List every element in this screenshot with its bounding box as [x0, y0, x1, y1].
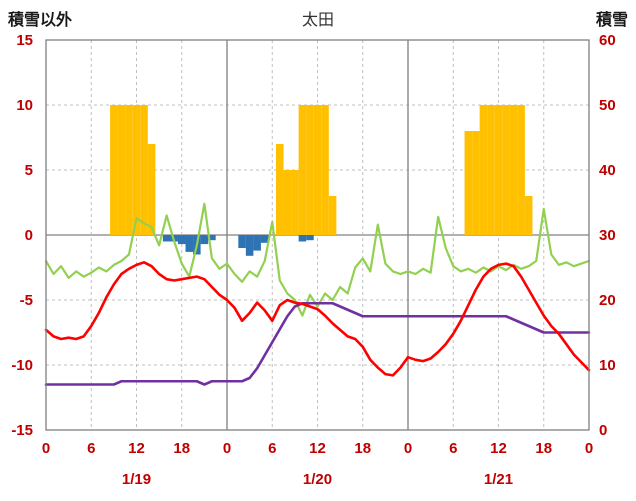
right-axis-tick: 40 [599, 162, 616, 179]
blue-bars-bar [208, 235, 216, 241]
blue-bars-bar [298, 235, 307, 242]
orange-bars-bar [291, 170, 299, 235]
x-axis-tick: 0 [42, 440, 50, 457]
left-axis-tick: 10 [16, 97, 33, 114]
orange-bars-bar [524, 196, 533, 235]
orange-bars-bar [140, 105, 148, 235]
orange-bars-bar [487, 105, 495, 235]
x-axis-tick: 6 [268, 440, 276, 457]
right-axis-tick: 20 [599, 292, 616, 309]
orange-bars-bar [517, 105, 525, 235]
date-label: 1/20 [303, 471, 332, 488]
left-axis-tick: 0 [25, 227, 33, 244]
left-axis-tick: 5 [25, 162, 33, 179]
right-axis-tick: 50 [599, 97, 616, 114]
x-axis-tick: 6 [87, 440, 95, 457]
date-label: 1/19 [122, 471, 151, 488]
blue-bars-bar [260, 235, 269, 243]
left-axis-tick: 15 [16, 32, 33, 49]
blue-bars-bar [238, 235, 246, 248]
blue-bars-bar [177, 235, 186, 245]
orange-bars-bar [472, 131, 480, 235]
x-axis-tick: 12 [309, 440, 326, 457]
x-axis-tick: 12 [490, 440, 507, 457]
x-axis-tick: 6 [449, 440, 457, 457]
orange-bars-bar [306, 105, 314, 235]
chart-title: 太田 [302, 11, 334, 29]
orange-bars-bar [321, 105, 329, 235]
x-axis-tick: 18 [535, 440, 552, 457]
orange-bars-bar [479, 105, 488, 235]
orange-bars-bar [464, 131, 473, 235]
x-axis-tick: 18 [354, 440, 371, 457]
x-axis-tick: 0 [404, 440, 412, 457]
orange-bars-bar [132, 105, 141, 235]
x-axis-tick: 18 [173, 440, 190, 457]
orange-bars-bar [125, 105, 133, 235]
right-axis-tick: 0 [599, 422, 607, 439]
right-axis-tick: 30 [599, 227, 616, 244]
orange-bars-bar [328, 196, 337, 235]
right-axis-title: 積雪 [595, 10, 628, 29]
x-axis-tick: 0 [585, 440, 593, 457]
plot-border [45, 39, 590, 431]
orange-bars-bar [110, 105, 118, 235]
blue-bars-bar [185, 235, 194, 252]
orange-bars-bar [509, 105, 518, 235]
orange-bars-bar [298, 105, 307, 235]
left-axis-tick: -15 [11, 422, 33, 439]
right-axis-tick: 60 [599, 32, 616, 49]
left-axis-tick: -10 [11, 357, 33, 374]
left-axis-title: 積雪以外 [7, 10, 72, 29]
red-line [44, 260, 591, 377]
orange-bars-bar [276, 144, 284, 235]
blue-bars-bar [306, 235, 314, 241]
x-axis-tick: 12 [128, 440, 145, 457]
date-label: 1/21 [484, 471, 513, 488]
orange-bars-bar [117, 105, 126, 235]
purple-line [44, 301, 591, 386]
right-axis-tick: 10 [599, 357, 616, 374]
blue-bars-bar [162, 235, 171, 242]
orange-bars-bar [502, 105, 510, 235]
blue-bars-bar [200, 235, 209, 245]
blue-bars-bar [245, 235, 254, 256]
orange-bars-bar [313, 105, 322, 235]
x-axis-tick: 0 [223, 440, 231, 457]
orange-bars-bar [147, 144, 156, 235]
left-axis-tick: -5 [20, 292, 33, 309]
orange-bars-bar [283, 170, 292, 235]
blue-bars-bar [253, 235, 261, 251]
orange-bars-bar [494, 105, 503, 235]
